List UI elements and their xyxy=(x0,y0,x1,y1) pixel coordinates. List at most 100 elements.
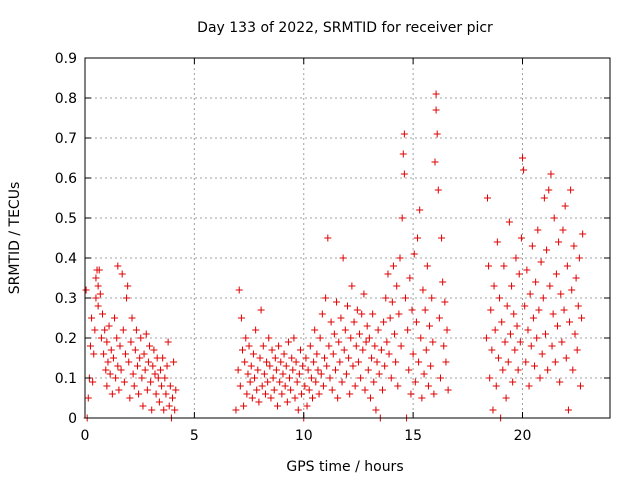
data-point xyxy=(551,358,559,366)
data-point xyxy=(383,338,391,346)
data-point xyxy=(562,354,570,362)
data-point xyxy=(155,398,163,406)
data-point xyxy=(375,370,383,378)
data-point xyxy=(568,286,576,294)
data-point xyxy=(397,342,405,350)
data-point xyxy=(309,394,316,402)
data-point xyxy=(143,386,151,394)
data-point xyxy=(282,362,290,370)
data-point xyxy=(159,354,167,362)
data-point xyxy=(543,246,551,254)
data-point xyxy=(400,130,408,138)
chart-title: Day 133 of 2022, SRMTID for receiver pic… xyxy=(197,20,493,36)
data-point xyxy=(339,254,347,262)
x-tick-label: 15 xyxy=(404,428,422,444)
data-point xyxy=(541,330,549,338)
data-point xyxy=(315,390,323,398)
data-point xyxy=(537,258,545,266)
data-point xyxy=(419,286,427,294)
data-point xyxy=(400,170,408,178)
data-point xyxy=(351,382,359,390)
data-point xyxy=(324,234,332,242)
data-point xyxy=(321,354,329,362)
data-point xyxy=(563,262,571,270)
y-tick-label: 0.4 xyxy=(55,251,77,267)
data-point xyxy=(287,386,295,394)
data-point xyxy=(366,394,374,402)
data-point xyxy=(303,402,311,410)
data-point xyxy=(107,346,115,354)
data-point xyxy=(526,290,534,298)
data-point xyxy=(504,358,512,366)
data-point xyxy=(338,378,346,386)
data-point xyxy=(235,286,243,294)
data-point xyxy=(502,394,510,402)
data-point xyxy=(144,358,152,366)
data-point xyxy=(363,322,371,330)
data-point xyxy=(429,338,437,346)
data-point xyxy=(417,334,425,342)
x-tick-label: 10 xyxy=(295,428,313,444)
data-point xyxy=(106,370,114,378)
data-point xyxy=(359,346,367,354)
data-point xyxy=(529,314,537,322)
data-point xyxy=(89,378,97,386)
data-point xyxy=(169,394,176,402)
data-point xyxy=(352,342,360,350)
data-point xyxy=(163,362,171,370)
data-point xyxy=(346,390,354,398)
data-point xyxy=(276,378,284,386)
data-point xyxy=(521,302,529,310)
data-point xyxy=(517,234,525,242)
data-point xyxy=(546,282,554,290)
data-point xyxy=(523,266,531,274)
data-point xyxy=(124,282,132,290)
data-point xyxy=(86,342,94,350)
y-tick-label: 0.8 xyxy=(55,91,77,107)
data-point xyxy=(498,318,506,326)
data-point xyxy=(421,306,429,314)
data-point xyxy=(151,370,159,378)
data-point xyxy=(420,370,428,378)
data-point xyxy=(531,362,539,370)
data-point xyxy=(416,206,424,214)
data-point xyxy=(549,310,557,318)
data-point xyxy=(281,382,289,390)
data-point xyxy=(427,362,435,370)
data-point xyxy=(514,366,522,374)
data-point xyxy=(82,286,90,294)
data-point xyxy=(524,326,532,334)
data-point xyxy=(528,242,536,250)
data-point xyxy=(171,406,179,414)
data-point xyxy=(147,378,155,386)
data-point xyxy=(322,294,330,302)
data-point xyxy=(435,314,443,322)
data-point xyxy=(127,338,135,346)
data-point xyxy=(253,386,261,394)
data-point xyxy=(264,378,272,386)
data-point xyxy=(424,382,432,390)
data-point xyxy=(234,366,242,374)
data-point xyxy=(439,278,447,286)
data-point xyxy=(384,270,392,278)
data-point xyxy=(129,370,137,378)
data-point xyxy=(334,394,342,402)
data-point xyxy=(94,282,102,290)
data-point xyxy=(135,390,143,398)
data-point xyxy=(284,338,292,346)
data-point xyxy=(412,318,420,326)
data-point xyxy=(269,374,277,382)
data-point xyxy=(540,194,548,202)
data-point xyxy=(257,306,265,314)
data-point xyxy=(96,290,104,298)
data-point xyxy=(95,266,103,274)
data-point xyxy=(139,402,147,410)
data-point xyxy=(511,346,519,354)
data-point xyxy=(381,362,389,370)
data-point xyxy=(164,338,172,346)
data-point xyxy=(318,310,326,318)
x-tick-label: 5 xyxy=(190,428,199,444)
data-point xyxy=(280,350,288,358)
data-point xyxy=(92,274,100,282)
